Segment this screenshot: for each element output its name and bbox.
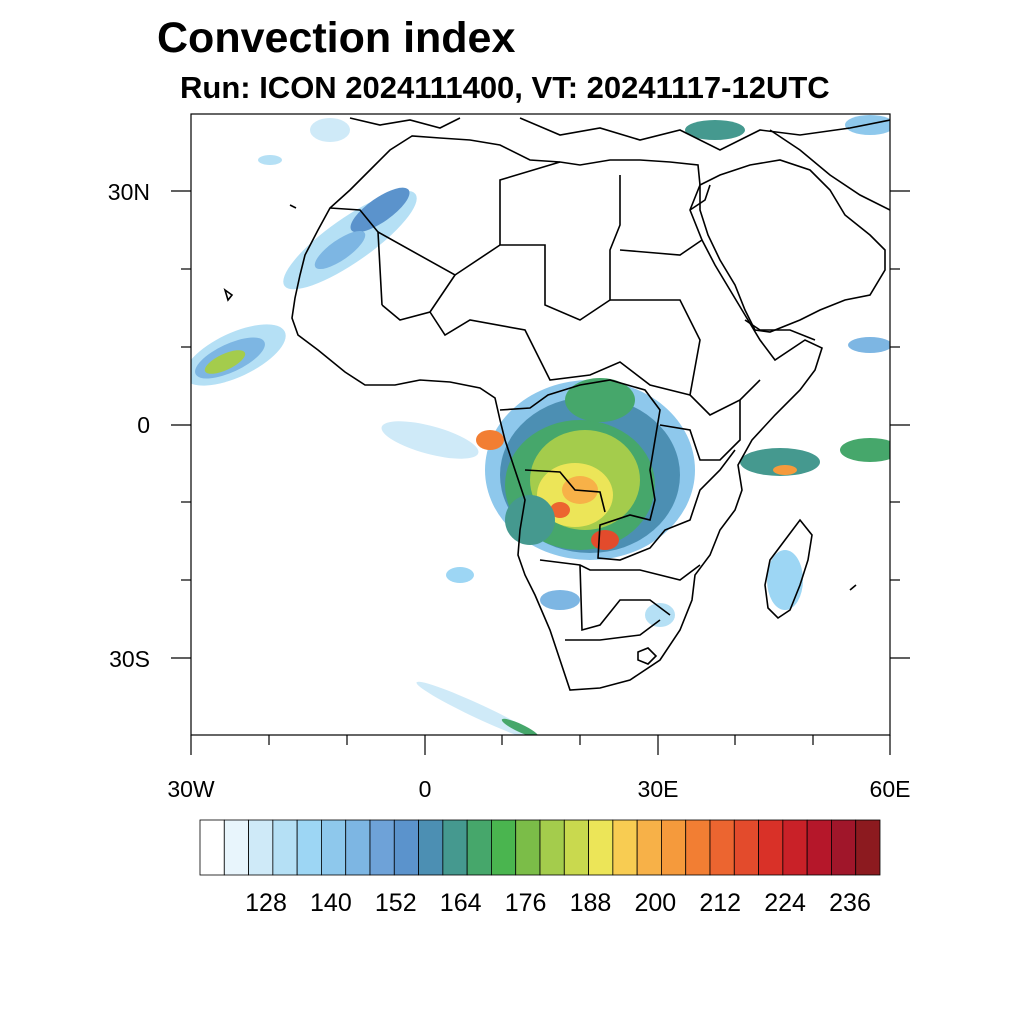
colorbar-box [491, 819, 517, 876]
lat-label-30n: 30N [107, 179, 150, 205]
lat-label-30s: 30S [109, 646, 150, 672]
colorbar-box [612, 819, 638, 876]
colorbar-box [831, 819, 857, 876]
lon-label-0: 0 [418, 776, 432, 802]
tick-marks [171, 190, 910, 755]
colorbar-box [223, 819, 249, 876]
colorbar-label: 164 [439, 889, 482, 917]
lat-label-0: 0 [137, 412, 150, 438]
colorbar-box [369, 819, 395, 876]
colorbar-label: 200 [634, 889, 677, 917]
colorbar-box [466, 819, 492, 876]
colorbar-box [685, 819, 711, 876]
colorbar [199, 819, 881, 876]
colorbar-box [296, 819, 322, 876]
colorbar-box [321, 819, 347, 876]
lon-label-60e: 60E [869, 776, 911, 802]
colorbar-box [588, 819, 614, 876]
colorbar-box [199, 819, 225, 876]
colorbar-label: 212 [699, 889, 742, 917]
colorbar-box [758, 819, 784, 876]
colorbar-label: 188 [569, 889, 612, 917]
colorbar-label: 140 [310, 889, 352, 917]
colorbar-box [393, 819, 419, 876]
colorbar-box [733, 819, 759, 876]
colorbar-box [782, 819, 808, 876]
run-subtitle: Run: ICON 2024111400, VT: 20241117-12UTC [180, 70, 830, 105]
colorbar-label: 224 [764, 889, 806, 917]
colorbar-box [539, 819, 565, 876]
colorbar-box [345, 819, 371, 876]
colorbar-box [636, 819, 662, 876]
colorbar-label: 236 [829, 889, 871, 917]
lon-label-30w: 30W [167, 776, 215, 802]
colorbar-box [442, 819, 468, 876]
colorbar-box [248, 819, 274, 876]
map-title: Convection index [157, 14, 516, 62]
colorbar-box [563, 819, 589, 876]
colorbar-box [806, 819, 832, 876]
colorbar-box [515, 819, 541, 876]
lon-label-30e: 30E [637, 776, 679, 802]
colorbar-box [272, 819, 298, 876]
convection-field [191, 115, 890, 735]
coastlines-and-borders [223, 117, 890, 691]
colorbar-box [709, 819, 735, 876]
colorbar-box [661, 819, 687, 876]
colorbar-label: 152 [374, 889, 417, 917]
colorbar-box [418, 819, 444, 876]
colorbar-label: 128 [245, 889, 287, 917]
colorbar-label: 176 [504, 889, 547, 917]
colorbar-box [855, 819, 881, 876]
